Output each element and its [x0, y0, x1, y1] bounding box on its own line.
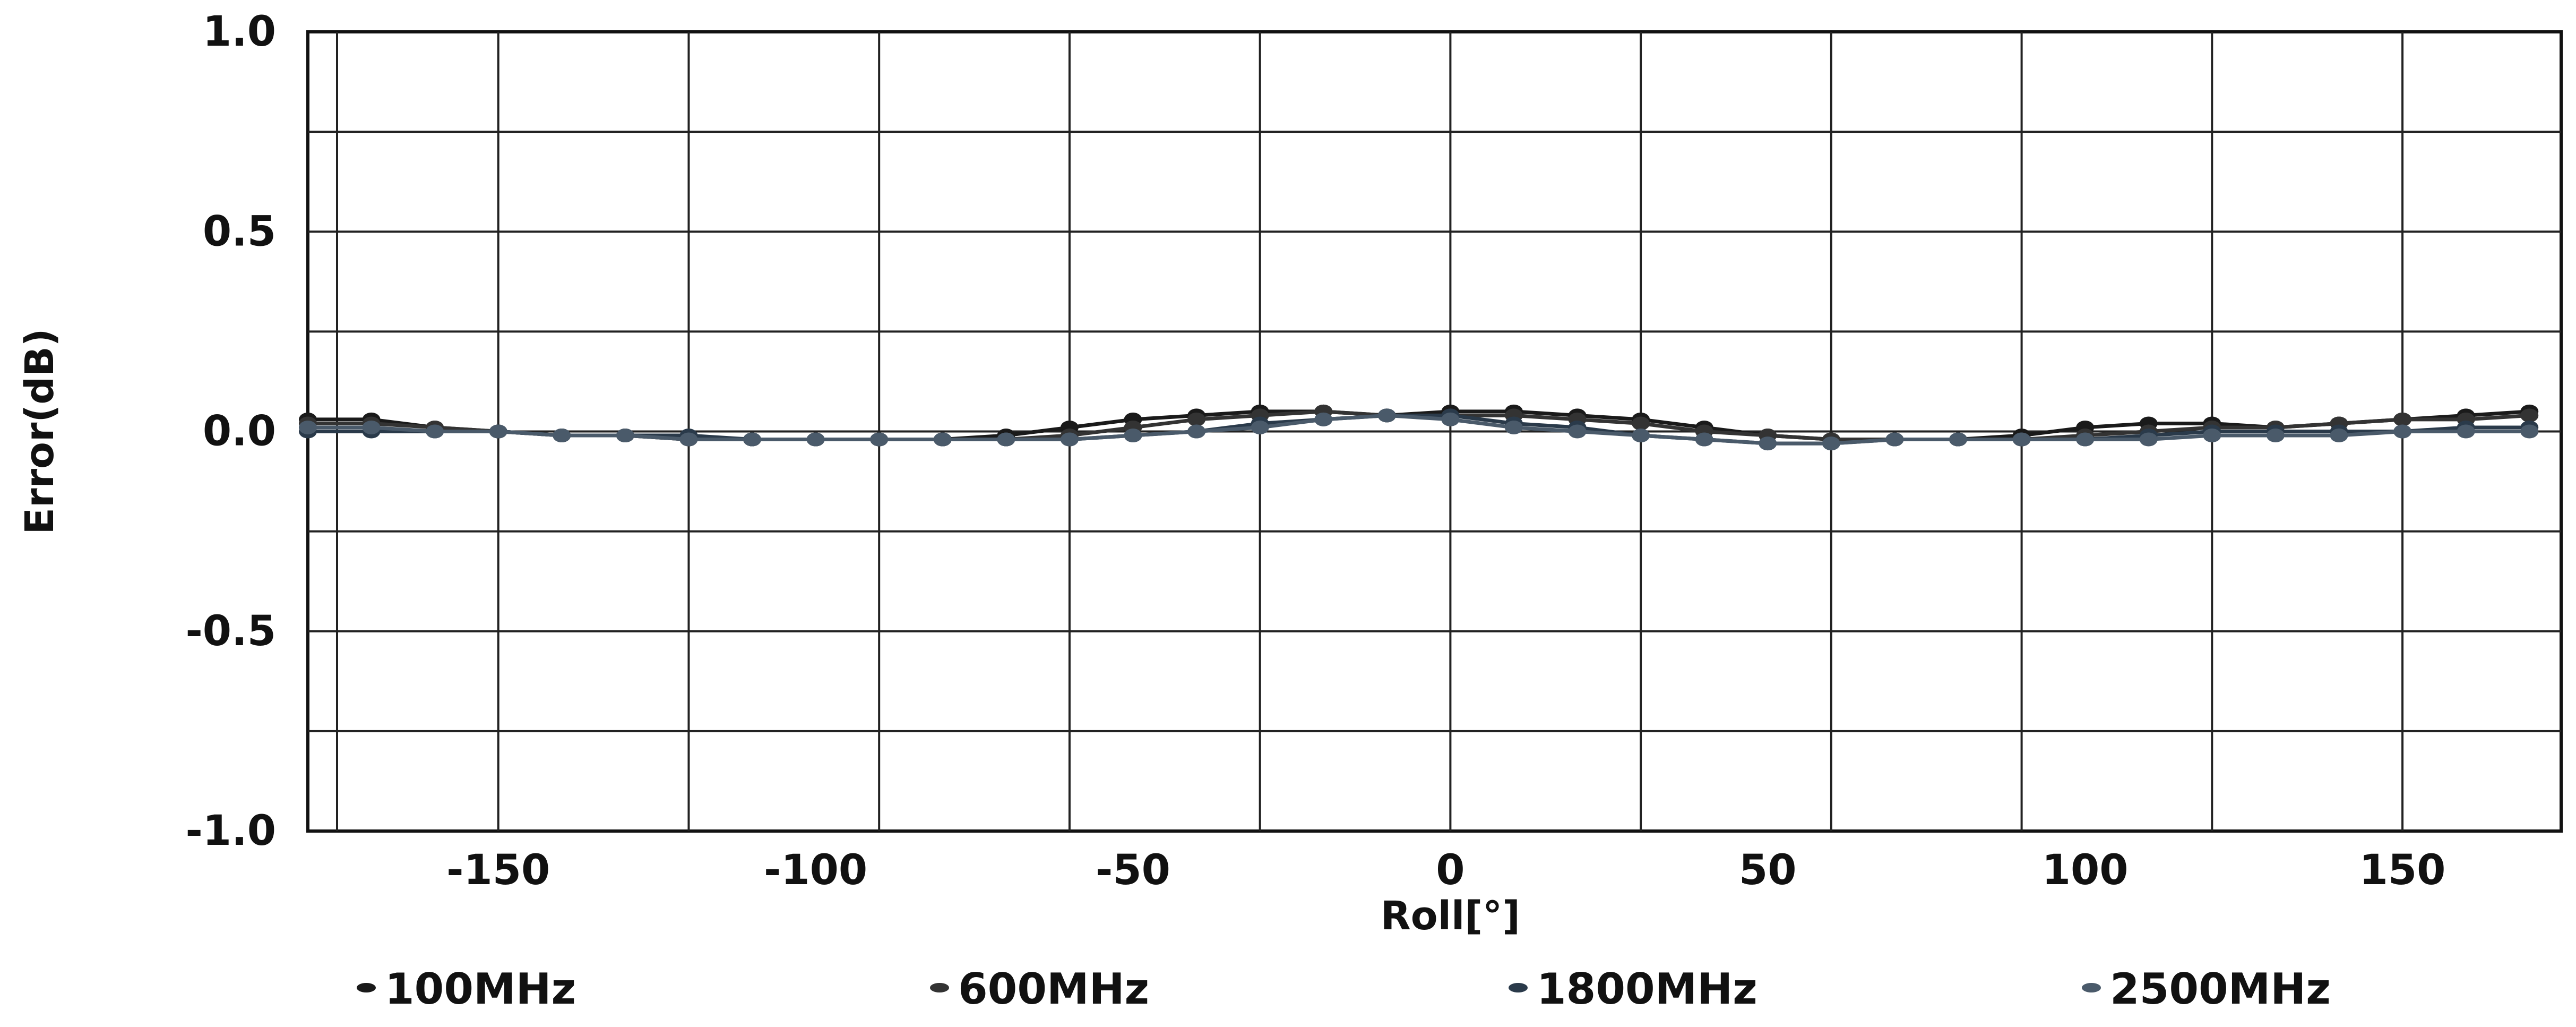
- data-point-2500MHz: [870, 432, 889, 447]
- data-point-2500MHz: [1377, 408, 1396, 423]
- data-point-2500MHz: [1314, 412, 1333, 426]
- x-tick-label: 0: [1436, 846, 1464, 894]
- data-point-2500MHz: [2457, 424, 2475, 439]
- data-point-2500MHz: [2266, 429, 2285, 443]
- data-point-2500MHz: [1822, 437, 1840, 451]
- legend-label-600MHz: 600MHz: [958, 964, 1149, 1014]
- data-point-2500MHz: [1949, 432, 1968, 447]
- axes: 1.0 0.5 0.0 -0.5 -1.0 -150 -100 -50 0 50 100 150 Rol…: [17, 8, 2445, 939]
- data-point-2500MHz: [2330, 429, 2348, 443]
- data-point-2500MHz: [362, 420, 381, 434]
- legend-label-2500MHz: 2500MHz: [2110, 964, 2331, 1014]
- legend-label-1800MHz: 1800MHz: [1537, 964, 1757, 1014]
- legend-marker-600MHz: [930, 983, 949, 992]
- data-point-2500MHz: [806, 432, 825, 447]
- y-tick-label: -0.5: [185, 607, 276, 655]
- legend: 100MHz 600MHz 1800MHz 2500MHz: [357, 964, 2331, 1014]
- x-tick-label: 50: [1739, 846, 1797, 894]
- legend-marker-2500MHz: [2082, 983, 2101, 992]
- data-point-2500MHz: [1632, 429, 1650, 443]
- x-tick-label: -100: [764, 846, 867, 894]
- data-point-2500MHz: [1060, 432, 1079, 447]
- legend-label-100MHz: 100MHz: [385, 964, 576, 1014]
- grid: [306, 30, 2563, 833]
- legend-marker-100MHz: [357, 983, 376, 992]
- data-point-2500MHz: [1251, 420, 1269, 434]
- data-point-600MHz: [1187, 412, 1206, 426]
- data-point-2500MHz: [2012, 432, 2031, 447]
- legend-marker-1800MHz: [1509, 983, 1528, 992]
- x-tick-label: -50: [1096, 846, 1170, 894]
- data-point-2500MHz: [553, 429, 571, 443]
- data-point-2500MHz: [1187, 424, 1206, 439]
- y-tick-label: 1.0: [203, 8, 276, 56]
- data-point-2500MHz: [1124, 429, 1142, 443]
- series-line-1800MHz: [308, 413, 2530, 446]
- x-tick-label: 100: [2042, 846, 2129, 894]
- data-point-2500MHz: [1568, 424, 1587, 439]
- data-point-2500MHz: [2139, 432, 2158, 447]
- data-point-2500MHz: [426, 424, 444, 439]
- data-point-2500MHz: [1759, 437, 1777, 451]
- data-point-2500MHz: [489, 424, 507, 439]
- data-point-2500MHz: [299, 420, 317, 434]
- data-point-600MHz: [2520, 408, 2539, 423]
- data-point-2500MHz: [2393, 424, 2412, 439]
- data-point-2500MHz: [1441, 412, 1460, 426]
- data-point-2500MHz: [997, 432, 1015, 447]
- x-tick-label: 150: [2359, 846, 2446, 894]
- data-point-2500MHz: [1504, 420, 1523, 434]
- x-tick-label: -150: [446, 846, 550, 894]
- data-point-2500MHz: [616, 429, 634, 443]
- data-point-2500MHz: [1695, 432, 1713, 447]
- data-point-2500MHz: [679, 432, 698, 447]
- data-point-2500MHz: [2203, 429, 2221, 443]
- y-axis-title: Error(dB): [17, 329, 63, 535]
- y-tick-label: 0.5: [203, 208, 276, 255]
- data-point-600MHz: [2393, 412, 2412, 426]
- y-tick-label: -1.0: [185, 807, 276, 855]
- data-point-2500MHz: [743, 432, 762, 447]
- data-point-2500MHz: [2076, 432, 2095, 447]
- data-point-2500MHz: [1885, 432, 1904, 447]
- series-lines: [299, 404, 2539, 451]
- data-point-2500MHz: [2520, 424, 2539, 439]
- y-tick-label: 0.0: [203, 408, 276, 456]
- series-line-2500MHz: [308, 413, 2530, 446]
- x-axis-title: Roll[°]: [1381, 893, 1520, 939]
- data-point-600MHz: [1632, 416, 1650, 431]
- data-point-2500MHz: [933, 432, 952, 447]
